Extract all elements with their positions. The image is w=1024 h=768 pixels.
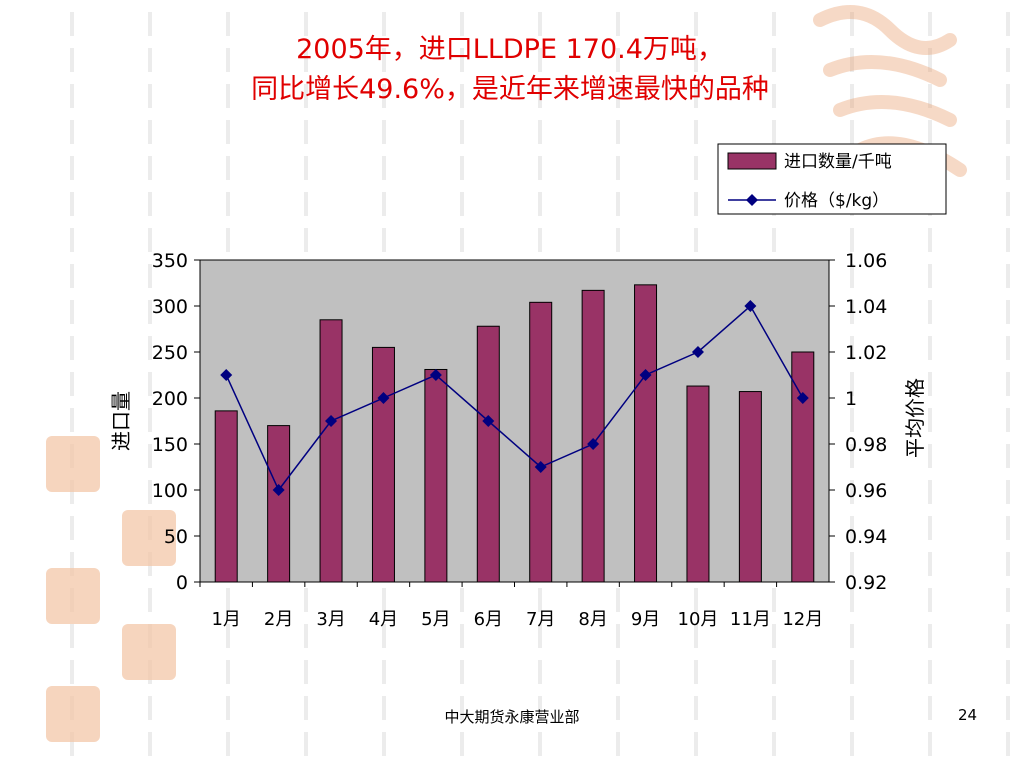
title-line-2: 同比增长49.6%，是近年来增速最快的品种 (251, 74, 769, 105)
legend: 进口数量/千吨 价格（$/kg） (717, 143, 947, 215)
y-tick-label: 100 (152, 480, 188, 502)
y-tick-label: 0 (176, 572, 188, 594)
price-point (220, 369, 233, 381)
price-line (225, 304, 804, 492)
bar (581, 289, 605, 583)
price-point (534, 461, 547, 473)
page-number: 24 (958, 706, 978, 724)
y2-tick-label: 0.98 (845, 434, 887, 456)
bar (319, 319, 343, 583)
price-point (429, 369, 442, 381)
x-tick-label: 3月 (316, 609, 345, 630)
x-tick-label: 2月 (264, 609, 293, 630)
bar (424, 368, 448, 583)
bar (267, 425, 291, 583)
bar (791, 351, 815, 583)
y2-tick-label: 0.94 (845, 526, 887, 548)
seal-decoration (122, 624, 176, 680)
x-tick-label: 8月 (578, 609, 607, 630)
price-point (744, 300, 757, 312)
y-tick-label: 300 (152, 296, 188, 318)
price-point (796, 392, 809, 404)
y2-tick-label: 0.96 (845, 480, 887, 502)
legend-bar-swatch (727, 152, 777, 170)
bar (529, 301, 553, 583)
seal-decoration (46, 568, 100, 624)
x-tick-label: 4月 (369, 609, 398, 630)
price-point (482, 415, 495, 427)
y2-tick-label: 1.06 (845, 250, 887, 272)
bar (371, 346, 395, 583)
seal-decoration (46, 686, 100, 742)
bar (214, 410, 238, 583)
title-line-1: 2005年，进口LLDPE 170.4万吨， (296, 34, 724, 65)
y2-tick-label: 1.02 (845, 342, 887, 364)
price-point (325, 415, 338, 427)
x-tick-label: 12月 (782, 609, 823, 630)
plot-area (199, 259, 830, 583)
y2-axis-label: 平均价格 (903, 378, 927, 458)
y-axis-label: 进口量 (109, 391, 133, 451)
y-tick-label: 250 (152, 342, 188, 364)
footer: 中大期货永康营业部 (444, 708, 580, 726)
legend-line-label: 价格（$/kg） (784, 191, 889, 211)
y2-tick-label: 0.92 (845, 572, 887, 594)
bar (476, 325, 500, 583)
y2-tick-label: 1.04 (845, 296, 887, 318)
bar (738, 391, 762, 583)
price-point (639, 369, 652, 381)
bar (634, 284, 658, 583)
x-tick-label: 11月 (730, 609, 771, 630)
price-point (272, 484, 285, 496)
y-tick-label: 200 (152, 388, 188, 410)
y-tick-label: 50 (164, 526, 188, 548)
x-tick-label: 10月 (678, 609, 719, 630)
x-tick-label: 9月 (631, 609, 660, 630)
x-tick-label: 5月 (421, 609, 450, 630)
calligraphy-watermark (813, 5, 967, 177)
x-tick-label: 7月 (526, 609, 555, 630)
seal-decoration (122, 510, 176, 566)
price-point (377, 392, 390, 404)
bar (686, 385, 710, 583)
price-point (587, 438, 600, 450)
slide-title: 2005年，进口LLDPE 170.4万吨， 同比增长49.6%，是近年来增速最… (150, 30, 870, 110)
seal-decoration (46, 436, 100, 492)
y2-tick-label: 1 (845, 388, 857, 410)
x-tick-label: 6月 (474, 609, 503, 630)
price-point (691, 346, 704, 358)
y-tick-label: 350 (152, 250, 188, 272)
x-tick-label: 1月 (211, 609, 240, 630)
legend-line-marker (746, 194, 758, 206)
legend-bar-label: 进口数量/千吨 (784, 152, 892, 172)
y-tick-label: 150 (152, 434, 188, 456)
